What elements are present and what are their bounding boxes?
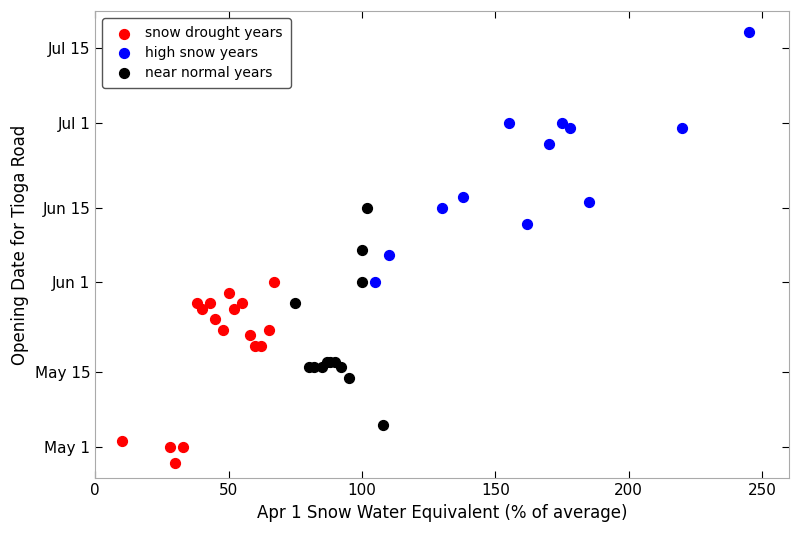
near normal years [355,246,368,254]
snow drought years [177,442,190,451]
Y-axis label: Opening Date for Tioga Road: Opening Date for Tioga Road [11,125,29,365]
near normal years [334,362,347,371]
snow drought years [222,288,235,297]
high snow years [521,219,534,228]
snow drought years [203,299,216,308]
high snow years [542,140,555,148]
near normal years [342,373,355,382]
snow drought years [209,315,222,324]
snow drought years [249,342,262,350]
high snow years [457,193,470,201]
snow drought years [115,437,128,446]
snow drought years [262,326,275,334]
X-axis label: Apr 1 Snow Water Equivalent (% of average): Apr 1 Snow Water Equivalent (% of averag… [257,504,627,522]
near normal years [321,357,334,366]
snow drought years [267,278,280,286]
high snow years [676,124,689,132]
snow drought years [227,304,240,313]
high snow years [369,278,382,286]
snow drought years [169,458,182,467]
near normal years [355,278,368,286]
high snow years [502,118,515,127]
near normal years [329,357,342,366]
snow drought years [235,299,248,308]
snow drought years [195,304,208,313]
snow drought years [190,299,203,308]
snow drought years [254,342,267,350]
high snow years [556,118,569,127]
Legend: snow drought years, high snow years, near normal years: snow drought years, high snow years, nea… [102,18,291,88]
near normal years [307,362,320,371]
high snow years [582,198,595,207]
high snow years [742,28,755,37]
near normal years [377,421,390,430]
near normal years [289,299,302,308]
near normal years [302,362,315,371]
high snow years [436,204,449,212]
snow drought years [243,331,256,340]
snow drought years [163,442,176,451]
near normal years [361,204,374,212]
near normal years [323,357,336,366]
high snow years [382,251,395,260]
near normal years [315,362,328,371]
high snow years [564,124,577,132]
snow drought years [217,326,230,334]
